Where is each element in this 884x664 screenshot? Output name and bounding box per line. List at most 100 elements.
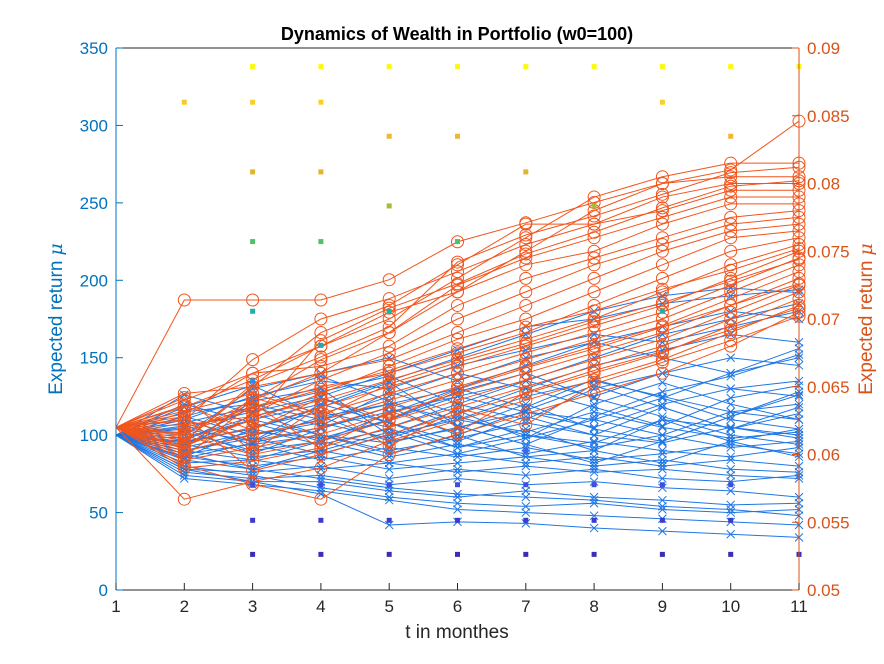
wealth-point-marker (726, 464, 736, 474)
return-path-line (115, 307, 800, 458)
return-point-marker (587, 190, 601, 204)
return-point-marker (246, 412, 260, 426)
wealth-point-marker (658, 421, 667, 431)
return-point-marker (451, 355, 464, 369)
return-point-marker (246, 445, 260, 459)
wealth-point-marker (521, 471, 531, 480)
return-point-marker (519, 217, 533, 231)
wealth-point-marker (658, 402, 667, 412)
return-point-marker (587, 315, 601, 329)
return-point-marker (382, 353, 396, 367)
return-point-marker (246, 464, 260, 478)
x-tick-label: 10 (721, 597, 740, 616)
return-point-marker (724, 263, 738, 277)
return-point-marker (519, 237, 533, 251)
return-point-marker (724, 312, 738, 326)
return-point-marker (382, 301, 396, 315)
return-point-marker (451, 332, 464, 346)
return-point-marker (519, 326, 533, 340)
return-path-line (115, 264, 800, 453)
wealth-point-marker (658, 393, 667, 403)
x-tick-label: 9 (658, 597, 667, 616)
return-point-marker (724, 156, 738, 170)
wealth-point-marker (384, 474, 394, 483)
scatter-marker (591, 203, 597, 209)
return-point-marker (177, 418, 191, 432)
return-point-marker (382, 377, 396, 391)
wealth-point-marker (589, 430, 599, 440)
return-path-line (115, 304, 800, 500)
return-point-marker (587, 363, 601, 377)
return-point-marker (177, 453, 191, 467)
return-point-marker (177, 407, 191, 421)
scatter-marker (591, 64, 597, 70)
return-path-line (115, 189, 799, 428)
return-point-marker (382, 439, 396, 453)
scatter-marker (455, 133, 460, 139)
return-point-marker (519, 418, 533, 432)
return-point-marker (451, 298, 464, 312)
return-point-marker (724, 179, 738, 193)
x-tick-label: 1 (111, 597, 120, 616)
scatter-marker (728, 517, 734, 523)
scatter-marker (386, 308, 392, 314)
return-point-marker (451, 271, 464, 285)
return-point-marker (177, 391, 191, 405)
wealth-point-marker (521, 402, 531, 412)
left-tick-label: 100 (80, 426, 108, 445)
wealth-point-marker (521, 440, 531, 449)
return-point-marker (519, 361, 533, 375)
return-point-marker (314, 380, 328, 394)
return-point-marker (451, 401, 464, 415)
wealth-point-marker (316, 489, 326, 499)
right-y-ticks-group: 0.05 0.055 0.06 0.065 0.07 0.075 0.08 0.085 0.09 (792, 39, 850, 600)
left-tick-label: 300 (80, 116, 108, 135)
wealth-point-marker (589, 436, 599, 446)
wealth-point-marker (453, 449, 462, 459)
x-ticks-group: 1 2 3 4 5 6 7 8 9 10 11 (111, 583, 808, 616)
scatter-marker (455, 551, 460, 557)
return-point-marker (314, 442, 328, 456)
return-point-marker (587, 225, 601, 239)
wealth-point-marker (384, 495, 394, 505)
wealth-point-marker (726, 436, 736, 446)
return-point-marker (724, 323, 738, 337)
return-point-marker (587, 244, 601, 258)
return-point-marker (724, 244, 738, 258)
return-point-marker (519, 271, 533, 285)
wealth-point-marker (726, 399, 736, 409)
scatter-marker (318, 551, 324, 557)
scatter-marker (659, 99, 665, 105)
wealth-point-marker (589, 458, 599, 468)
return-point-marker (519, 336, 533, 350)
return-point-marker (382, 292, 396, 306)
return-point-marker (587, 319, 601, 333)
return-point-marker (451, 359, 464, 373)
right-tick-label: 0.08 (807, 175, 840, 194)
scatter-marker (523, 64, 529, 70)
return-point-marker (382, 448, 396, 461)
right-tick-label: 0.06 (807, 446, 840, 465)
return-point-marker (451, 277, 464, 291)
return-point-marker (451, 285, 464, 299)
return-point-marker (587, 373, 601, 387)
return-path-line (115, 162, 799, 428)
return-point-marker (246, 475, 260, 489)
return-point-marker (724, 224, 738, 238)
left-tick-label: 150 (80, 349, 108, 368)
wealth-point-marker (726, 486, 736, 496)
x-tick-label: 6 (453, 597, 462, 616)
return-point-marker (587, 342, 601, 356)
return-point-marker (519, 407, 533, 421)
return-point-marker (724, 258, 738, 272)
scatter-marker (386, 203, 392, 209)
return-point-marker (451, 382, 464, 396)
scatter-marker (386, 517, 392, 523)
return-point-marker (382, 420, 396, 434)
return-point-marker (655, 204, 669, 218)
return-point-marker (382, 305, 396, 319)
x-tick-label: 5 (384, 597, 393, 616)
return-point-marker (655, 190, 669, 204)
wealth-point-marker (658, 464, 667, 474)
return-point-marker (246, 353, 260, 367)
